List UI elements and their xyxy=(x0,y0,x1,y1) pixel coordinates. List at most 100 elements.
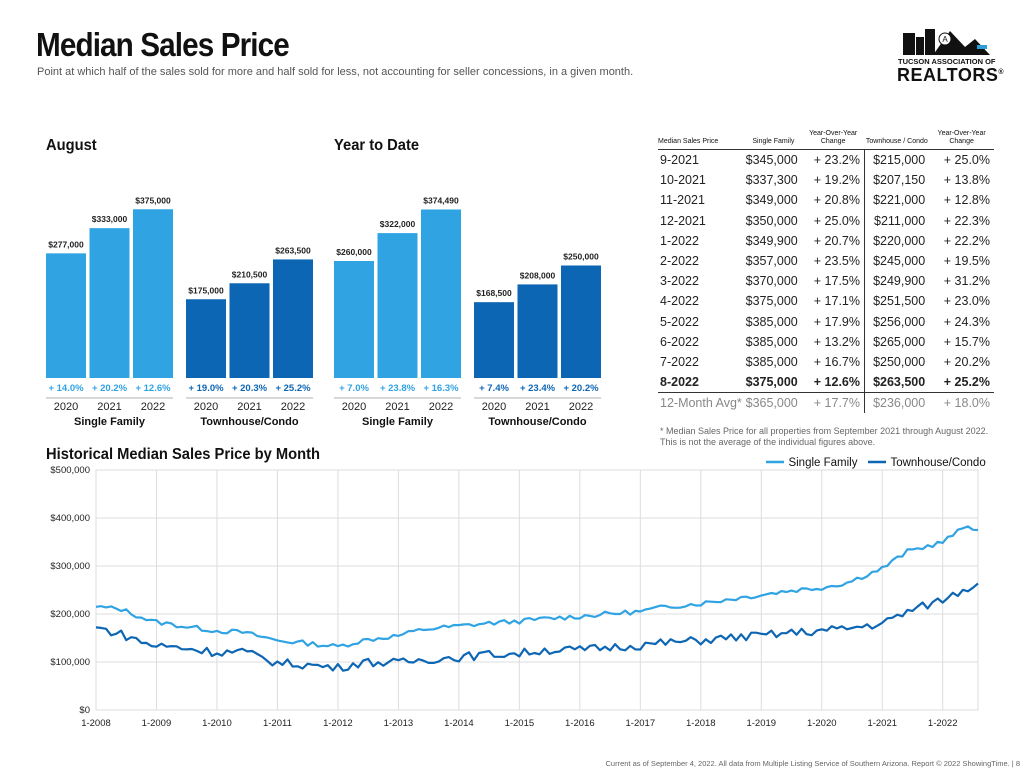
single-family-price-cell: $385,000 xyxy=(745,354,798,369)
single-family-price-cell: $357,000 xyxy=(745,254,798,269)
logo-line2: REALTORS® xyxy=(897,65,1005,85)
th-change-cell: + 22.3% xyxy=(943,213,990,228)
x-tick-label: 1-2014 xyxy=(444,718,474,729)
y-tick-label: $200,000 xyxy=(50,609,90,620)
x-tick-label: 1-2011 xyxy=(263,718,292,729)
table-row: 12-2021 $350,000 + 25.0% $211,000 + 22.3% xyxy=(658,210,994,231)
th-change-cell: + 19.5% xyxy=(943,254,990,269)
bar-2022 xyxy=(421,209,461,378)
month-cell: 6-2022 xyxy=(660,334,699,349)
table-row: 5-2022 $385,000 + 17.9% $256,000 + 24.3% xyxy=(658,311,994,332)
bar-value-label: $260,000 xyxy=(336,247,372,257)
bar-year-label: 2021 xyxy=(237,401,261,413)
th-change-cell: + 25.2% xyxy=(943,375,990,390)
bar-value-label: $208,000 xyxy=(520,270,556,280)
th-change-cell: + 12.8% xyxy=(943,193,990,208)
legend-townhouse: Townhouse/Condo xyxy=(868,453,986,471)
bar-change-label: + 7.0% xyxy=(339,383,369,394)
single-family-price-cell: $365,000 xyxy=(744,392,802,414)
th-change-cell: + 22.2% xyxy=(943,233,990,248)
header-month: Median Sales Price xyxy=(658,130,745,150)
single-family-price-cell: $385,000 xyxy=(745,314,798,329)
bar-2021 xyxy=(517,284,558,378)
bar-2021 xyxy=(377,233,418,378)
group-label: Townhouse/Condo xyxy=(488,416,586,428)
page-title: Median Sales Price xyxy=(36,26,290,63)
bar-2022 xyxy=(561,265,601,378)
sf-change-cell: + 16.7% xyxy=(813,354,860,369)
historical-line-chart: $500,000 $400,000 $300,000 $200,000 $100,000… xyxy=(50,465,979,729)
th-change-cell: + 13.8% xyxy=(943,173,990,188)
x-tick-label: 1-2010 xyxy=(202,718,232,729)
th-change-cell: + 23.0% xyxy=(943,294,990,309)
month-cell: 12-Month Avg* xyxy=(658,392,745,414)
bar-2020 xyxy=(186,299,226,378)
bar-change-label: + 20.2% xyxy=(563,383,599,394)
townhouse-price-cell: $211,000 xyxy=(863,210,930,231)
group-label: Single Family xyxy=(362,416,434,428)
bar-year-label: 2022 xyxy=(281,401,305,413)
bar-year-label: 2020 xyxy=(54,401,78,413)
bar-change-label: + 14.0% xyxy=(48,383,84,394)
x-tick-label: 1-2022 xyxy=(928,718,958,729)
bar-value-label: $375,000 xyxy=(135,195,171,205)
x-tick-label: 1-2015 xyxy=(505,718,535,729)
townhouse-price-cell: $249,900 xyxy=(863,271,930,292)
single-family-price-cell: $349,900 xyxy=(745,233,798,248)
bar-year-label: 2020 xyxy=(342,401,366,413)
bar-value-label: $175,000 xyxy=(188,285,224,295)
table-header-row: Median Sales Price Single Family Year-Ov… xyxy=(658,130,994,150)
table-row: 1-2022 $349,900 + 20.7% $220,000 + 22.2% xyxy=(658,230,994,251)
townhouse-price-cell: $250,000 xyxy=(863,351,930,373)
single-family-price-cell: $370,000 xyxy=(745,274,798,289)
month-cell: 10-2021 xyxy=(660,173,706,188)
single-family-price-cell: $350,000 xyxy=(745,213,798,228)
table-row: 8-2022 $375,000 + 12.6% $263,500 + 25.2% xyxy=(658,372,994,393)
month-cell: 7-2022 xyxy=(660,354,699,369)
townhouse-line xyxy=(95,582,979,672)
legend-line-icon xyxy=(766,460,784,464)
table-row: 11-2021 $349,000 + 20.8% $221,000 + 12.8% xyxy=(658,190,994,211)
x-tick-label: 1-2008 xyxy=(81,718,111,729)
th-change-cell: + 24.3% xyxy=(943,314,990,329)
august-bar-chart: $277,000 + 14.0% 2020 $333,000 + 20.2% 2021 $3… xyxy=(46,195,313,428)
bar-value-label: $250,000 xyxy=(563,252,599,262)
bar-change-label: + 25.2% xyxy=(275,383,311,394)
header-sf-change: Year-Over-Year Change xyxy=(801,130,865,150)
month-cell: 12-2021 xyxy=(660,213,706,228)
month-cell: 4-2022 xyxy=(660,294,699,309)
townhouse-price-cell: $251,500 xyxy=(863,291,930,312)
bar-2020 xyxy=(334,261,374,378)
table-row: 3-2022 $370,000 + 17.5% $249,900 + 31.2% xyxy=(658,271,994,292)
y-tick-label: $100,000 xyxy=(50,657,90,668)
bar-2022 xyxy=(133,209,173,378)
single-family-price-cell: $375,000 xyxy=(745,375,798,390)
x-tick-label: 1-2009 xyxy=(142,718,172,729)
header-single-family: Single Family xyxy=(744,130,802,150)
month-cell: 5-2022 xyxy=(660,314,699,329)
legend-line-icon xyxy=(868,460,886,464)
x-tick-label: 1-2019 xyxy=(746,718,776,729)
x-tick-label: 1-2012 xyxy=(323,718,353,729)
month-cell: 1-2022 xyxy=(660,233,699,248)
x-tick-label: 1-2021 xyxy=(867,718,897,729)
august-title: August xyxy=(46,137,97,154)
sf-change-cell: + 23.2% xyxy=(813,153,860,168)
th-change-cell: + 25.0% xyxy=(943,153,990,168)
sf-change-cell: + 13.2% xyxy=(813,334,860,349)
monthly-stats-table: Median Sales Price Single Family Year-Ov… xyxy=(658,130,994,414)
bar-year-label: 2021 xyxy=(97,401,121,413)
townhouse-price-cell: $256,000 xyxy=(863,311,930,332)
y-tick-label: $400,000 xyxy=(50,513,90,524)
table-row: 6-2022 $385,000 + 13.2% $265,000 + 15.7% xyxy=(658,331,994,352)
table-row: 4-2022 $375,000 + 17.1% $251,500 + 23.0% xyxy=(658,291,994,312)
x-tick-label: 1-2020 xyxy=(807,718,837,729)
group-label: Townhouse/Condo xyxy=(200,416,298,428)
ytd-bar-chart: $260,000 + 7.0% 2020 $322,000 + 23.8% 2021 $37… xyxy=(334,195,601,428)
header-th-change: Year-Over-Year Change xyxy=(929,130,994,150)
bar-change-label: + 20.2% xyxy=(92,383,128,394)
sf-change-cell: + 25.0% xyxy=(813,213,860,228)
x-tick-label: 1-2016 xyxy=(565,718,595,729)
x-tick-label: 1-2018 xyxy=(686,718,716,729)
ytd-title: Year to Date xyxy=(334,137,420,154)
